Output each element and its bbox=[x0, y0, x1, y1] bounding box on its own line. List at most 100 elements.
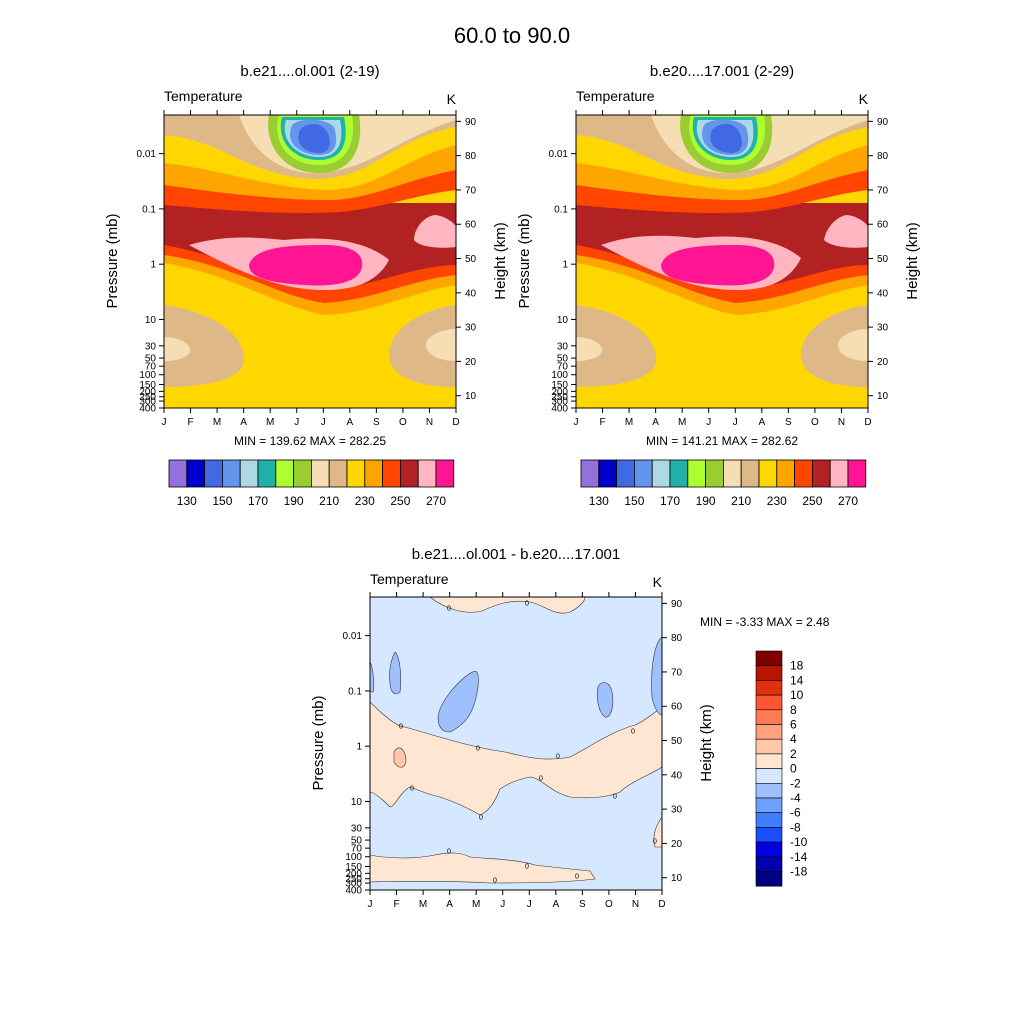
contour-labels: 0 0 0 0 0 0 0 0 0 0 0 0 0 0 0 bbox=[399, 601, 657, 885]
band-fill bbox=[370, 661, 375, 693]
x-tick-label: D bbox=[864, 417, 871, 428]
colorbar-swatch bbox=[755, 841, 783, 858]
colorbar-swatch bbox=[382, 459, 401, 488]
y-tick-label: 150 bbox=[139, 380, 156, 391]
colorbar-swatch bbox=[755, 827, 783, 843]
y-tick-label: 0.01 bbox=[343, 631, 363, 642]
colorbar-label: -14 bbox=[790, 850, 808, 864]
colorbar-label: 0 bbox=[790, 762, 797, 776]
x-tick-label: J bbox=[500, 899, 505, 910]
y-tick-label: 200 bbox=[551, 387, 568, 398]
band-fill bbox=[370, 852, 596, 884]
y-tick-label: 150 bbox=[551, 380, 568, 391]
x-tick-label: J bbox=[294, 417, 299, 428]
x-tick-label: N bbox=[838, 417, 845, 428]
panel-title: b.e21....ol.001 - b.e20....17.001 bbox=[412, 546, 621, 563]
y-tick-label: 100 bbox=[139, 370, 156, 381]
contour-label: 0 bbox=[476, 746, 480, 753]
colorbar-swatch bbox=[758, 459, 778, 488]
contour-label: 0 bbox=[447, 606, 451, 613]
plot-frame bbox=[575, 114, 869, 409]
panel-title: b.e21....ol.001 (2-19) bbox=[240, 63, 379, 80]
band-fill bbox=[249, 245, 363, 286]
y-tick-label: 0.01 bbox=[549, 149, 569, 160]
y2-tick-label: 80 bbox=[465, 151, 477, 162]
contour-label: 0 bbox=[399, 724, 403, 731]
y2-tick-label: 90 bbox=[877, 117, 889, 128]
x-tick-label: M bbox=[472, 899, 480, 910]
y-tick-label: 0.1 bbox=[142, 204, 156, 215]
colorbar-swatch bbox=[740, 459, 760, 488]
y-tick-label: 250 bbox=[551, 392, 568, 403]
colorbar-swatch bbox=[580, 459, 600, 488]
colorbar-swatch bbox=[275, 459, 294, 488]
y2-tick-label: 10 bbox=[877, 391, 889, 402]
y-tick-label: 250 bbox=[139, 392, 156, 403]
contour-label: 0 bbox=[613, 794, 617, 801]
y-axis-label: Pressure (mb) bbox=[104, 213, 121, 308]
contour-label: 0 bbox=[447, 849, 451, 856]
colorbar-label: 150 bbox=[212, 494, 232, 508]
colorbar-label: 210 bbox=[731, 494, 751, 508]
y-axis-label: Pressure (mb) bbox=[516, 213, 533, 308]
panel-right-label: K bbox=[859, 91, 869, 107]
y2-tick-label: 60 bbox=[465, 220, 477, 231]
band-fill bbox=[576, 203, 868, 237]
y-tick-label: 150 bbox=[345, 862, 362, 873]
y2-tick-label: 20 bbox=[671, 839, 683, 850]
colorbar-swatch bbox=[168, 459, 188, 488]
colorbar-swatch bbox=[239, 459, 259, 488]
contour-label: 0 bbox=[525, 601, 529, 608]
colorbar-label: 18 bbox=[790, 659, 804, 673]
y2-tick-label: 60 bbox=[671, 702, 683, 713]
contour-label: 0 bbox=[479, 815, 483, 822]
colorbar-swatch bbox=[598, 459, 617, 488]
contour-fill bbox=[576, 115, 868, 408]
y-tick-label: 250 bbox=[345, 874, 362, 885]
band-fill bbox=[389, 305, 456, 387]
y2-axis-label: Height (km) bbox=[904, 222, 921, 300]
contour-label: 0 bbox=[525, 864, 529, 871]
colorbar-swatch bbox=[755, 812, 783, 828]
contour-label: 0 bbox=[539, 776, 543, 783]
x-tick-label: J bbox=[368, 899, 373, 910]
min-max-label: MIN = 141.21 MAX = 282.62 bbox=[646, 434, 798, 448]
colorbar-swatch bbox=[847, 459, 867, 488]
plot-frame bbox=[163, 114, 457, 409]
colorbar-label: 170 bbox=[248, 494, 268, 508]
colorbar-swatch bbox=[616, 459, 635, 488]
band-fill bbox=[824, 215, 868, 248]
y-tick-label: 100 bbox=[551, 370, 568, 381]
y-tick-label: 50 bbox=[557, 354, 569, 365]
panel-title: b.e20....17.001 (2-29) bbox=[650, 63, 794, 80]
x-tick-label: F bbox=[393, 899, 399, 910]
x-tick-label: F bbox=[599, 417, 605, 428]
band-fill bbox=[426, 329, 456, 361]
y2-axis-label: Height (km) bbox=[492, 222, 509, 300]
x-tick-label: S bbox=[785, 417, 792, 428]
colorbar-label: 190 bbox=[696, 494, 716, 508]
y2-tick-label: 70 bbox=[671, 667, 683, 678]
y2-tick-label: 90 bbox=[465, 117, 477, 128]
colorbar-swatch bbox=[829, 459, 849, 488]
x-tick-label: A bbox=[240, 417, 247, 428]
y2-tick-label: 80 bbox=[671, 633, 683, 644]
colorbar-swatch bbox=[755, 797, 783, 813]
contour-label: 0 bbox=[556, 754, 560, 761]
band-fill bbox=[801, 305, 868, 387]
y2-tick-label: 40 bbox=[465, 288, 477, 299]
colorbar-swatch bbox=[755, 768, 783, 784]
y2-tick-label: 90 bbox=[671, 599, 683, 610]
x-tick-label: M bbox=[419, 899, 427, 910]
colorbar-swatch bbox=[669, 459, 689, 488]
y-tick-label: 400 bbox=[345, 886, 362, 897]
band-fill bbox=[164, 305, 244, 387]
colorbar-label: 4 bbox=[790, 732, 797, 746]
colorbar: 130 150 170 190 210 230 250 270 bbox=[580, 459, 867, 508]
x-tick-label: A bbox=[652, 417, 659, 428]
colorbar-swatch bbox=[186, 459, 206, 488]
x-tick-label: A bbox=[346, 417, 353, 428]
colorbar-swatch bbox=[257, 459, 277, 488]
colorbar-label: 2 bbox=[790, 747, 797, 761]
band-fill bbox=[651, 636, 662, 716]
